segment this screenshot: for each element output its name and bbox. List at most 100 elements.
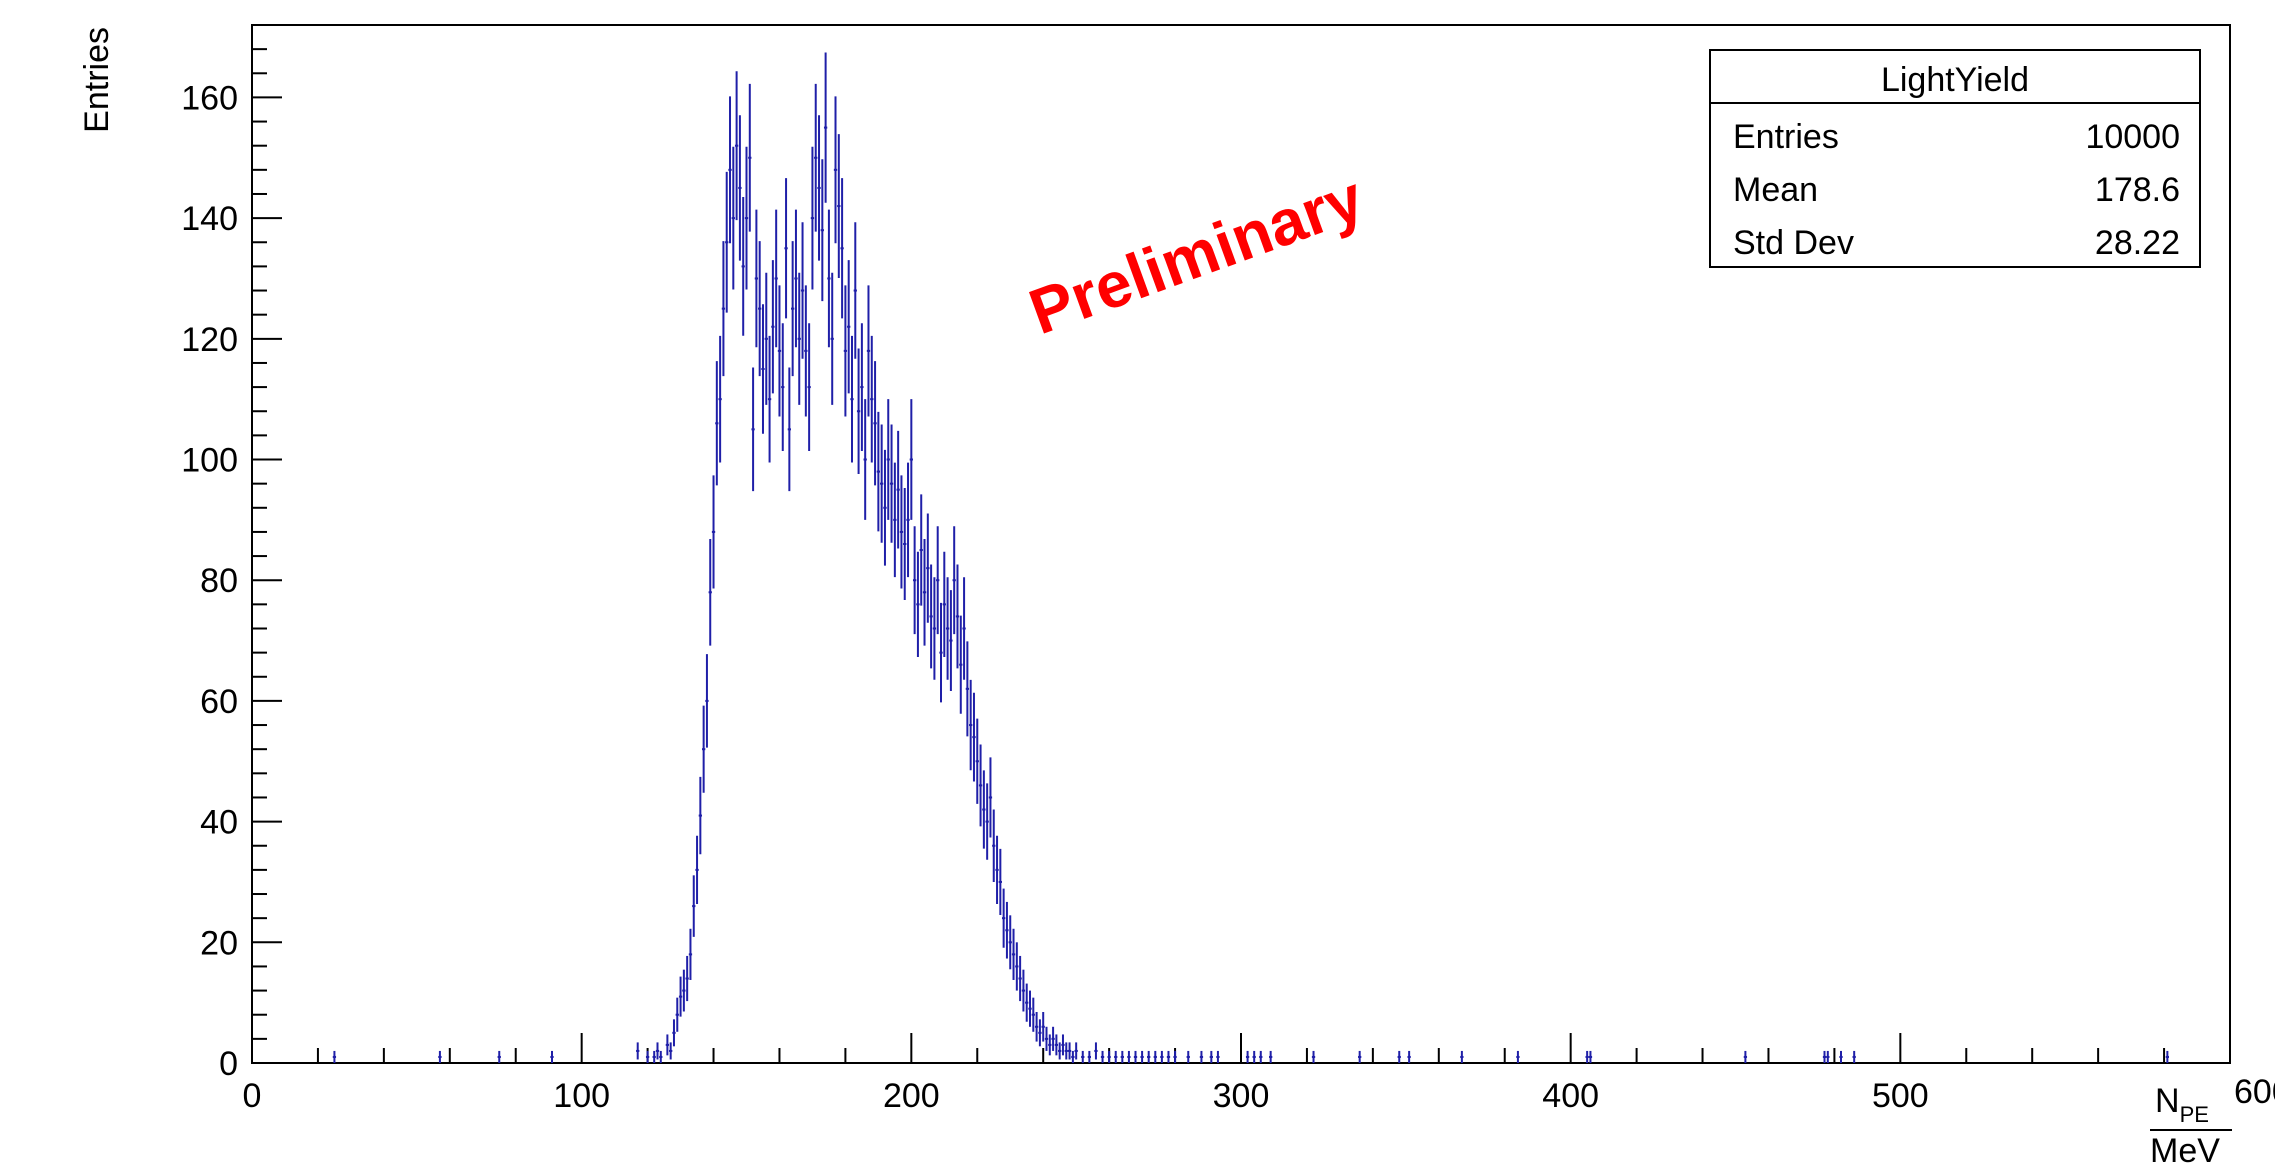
x-axis-label-numerator: NPE <box>2155 1082 2209 1127</box>
histogram-bin <box>853 222 857 359</box>
histogram-bin <box>1061 1034 1065 1056</box>
histogram-bin <box>1259 1050 1263 1063</box>
histogram-bin <box>692 875 696 937</box>
histogram-bin <box>1460 1050 1464 1063</box>
histogram-bin <box>860 323 864 451</box>
histogram-bin <box>820 159 824 302</box>
histogram-bin <box>652 1050 656 1063</box>
histogram-bin <box>685 955 689 1002</box>
histogram-bin <box>1585 1050 1589 1063</box>
histogram-bin <box>636 1042 640 1060</box>
histogram-bin <box>889 424 894 543</box>
x-axis-label-n: N <box>2155 1082 2180 1120</box>
histogram-bin <box>774 209 778 348</box>
histogram-bin <box>678 976 683 1017</box>
y-tick-label: 60 <box>200 683 238 721</box>
histogram-bin <box>1822 1050 1827 1063</box>
x-axis-label-sub: PE <box>2180 1102 2209 1127</box>
histogram-bin <box>1269 1050 1273 1063</box>
histogram-bin <box>688 928 693 980</box>
histogram-bin <box>866 285 871 417</box>
histogram-bin <box>949 590 953 692</box>
histogram-bin <box>922 538 927 646</box>
histogram-bin <box>1140 1050 1144 1063</box>
histogram-bin <box>814 83 818 232</box>
y-tick-label: 160 <box>181 79 238 117</box>
histogram-bin <box>725 171 729 313</box>
histogram-bin <box>665 1034 670 1056</box>
histogram-bin <box>1081 1050 1085 1063</box>
histogram-bin <box>738 115 742 261</box>
histogram-bin <box>1199 1050 1204 1063</box>
histogram-bin <box>1147 1050 1151 1063</box>
histogram-bin <box>886 399 890 520</box>
histogram-bin <box>919 494 923 606</box>
histogram-bin <box>332 1050 337 1063</box>
histogram-bin <box>761 304 765 434</box>
histogram-bin <box>1311 1050 1316 1063</box>
histogram-bin <box>791 241 795 377</box>
histogram-bin <box>992 809 996 882</box>
histogram-bin <box>942 551 946 657</box>
histogram-bin <box>438 1050 442 1063</box>
histogram-bin <box>926 513 930 623</box>
histogram-bin <box>1245 1050 1250 1063</box>
histogram-bin <box>817 115 821 261</box>
histogram-bin <box>748 83 752 232</box>
histogram-bin <box>1160 1050 1164 1063</box>
y-axis-label: Entries <box>78 27 116 133</box>
histogram-bin <box>827 209 831 348</box>
x-axis-label-denominator: MeV <box>2150 1132 2220 1167</box>
y-tick-label: 80 <box>200 562 238 600</box>
histogram-bin <box>741 197 745 336</box>
x-tick-label: 400 <box>1542 1077 1599 1115</box>
histogram-bin <box>823 52 828 203</box>
x-axis-ticks: 0 100 200 300 400 500 600 <box>243 1033 2275 1115</box>
histogram-bin <box>771 260 775 394</box>
histogram-bin <box>988 757 993 838</box>
histogram-bin <box>1064 1042 1068 1060</box>
x-tick-label: 600 <box>2234 1073 2275 1111</box>
histogram-bin <box>734 71 739 221</box>
histogram-bin <box>754 209 759 348</box>
histogram-bin <box>863 399 867 520</box>
histogram-bin <box>731 146 735 290</box>
x-tick-label: 500 <box>1872 1077 1929 1115</box>
histogram-bin <box>718 335 722 463</box>
y-axis-ticks: 0 20 40 60 80 100 120 140 160 <box>181 24 282 1083</box>
histogram-bin <box>1031 997 1035 1032</box>
stats-box-frame <box>1709 49 2201 268</box>
histogram-bin <box>715 361 719 486</box>
histogram-bin <box>1051 1026 1055 1051</box>
histogram-bin <box>1041 1012 1045 1042</box>
histogram-bin <box>1044 1026 1049 1051</box>
histogram-bin <box>672 1019 676 1047</box>
histogram-bin <box>698 776 702 855</box>
histogram-bin <box>1516 1050 1520 1063</box>
stats-entries-value: 10000 <box>2085 118 2180 156</box>
histogram-bin <box>1826 1050 1830 1063</box>
histogram-bin <box>959 615 963 714</box>
histogram-bin <box>1209 1050 1213 1063</box>
histogram-bin <box>1018 955 1022 1002</box>
histogram-bin <box>1127 1050 1131 1063</box>
histogram-bin <box>1001 888 1006 948</box>
histogram-bin <box>1114 1050 1118 1063</box>
histogram-bin <box>682 969 686 1012</box>
histogram-bin <box>1094 1042 1098 1060</box>
histogram-bin <box>1074 1042 1078 1060</box>
histogram-bin <box>916 551 920 657</box>
histogram-bin <box>896 430 900 549</box>
histogram-bin <box>1166 1050 1171 1063</box>
x-tick-label: 100 <box>553 1077 610 1115</box>
histogram-bin <box>1133 1050 1138 1063</box>
stats-stddev-value: 28.22 <box>2095 224 2180 262</box>
histogram-bin <box>1071 1050 1075 1063</box>
stats-box: LightYield Entries 10000 Mean 178.6 Std … <box>1709 49 2201 268</box>
histogram-bin <box>1011 928 1016 980</box>
histogram-bin <box>1216 1050 1220 1063</box>
histogram-bin <box>1054 1034 1059 1056</box>
histogram-bin <box>856 348 861 474</box>
histogram-bin <box>701 705 706 793</box>
histogram-bin <box>807 323 811 451</box>
